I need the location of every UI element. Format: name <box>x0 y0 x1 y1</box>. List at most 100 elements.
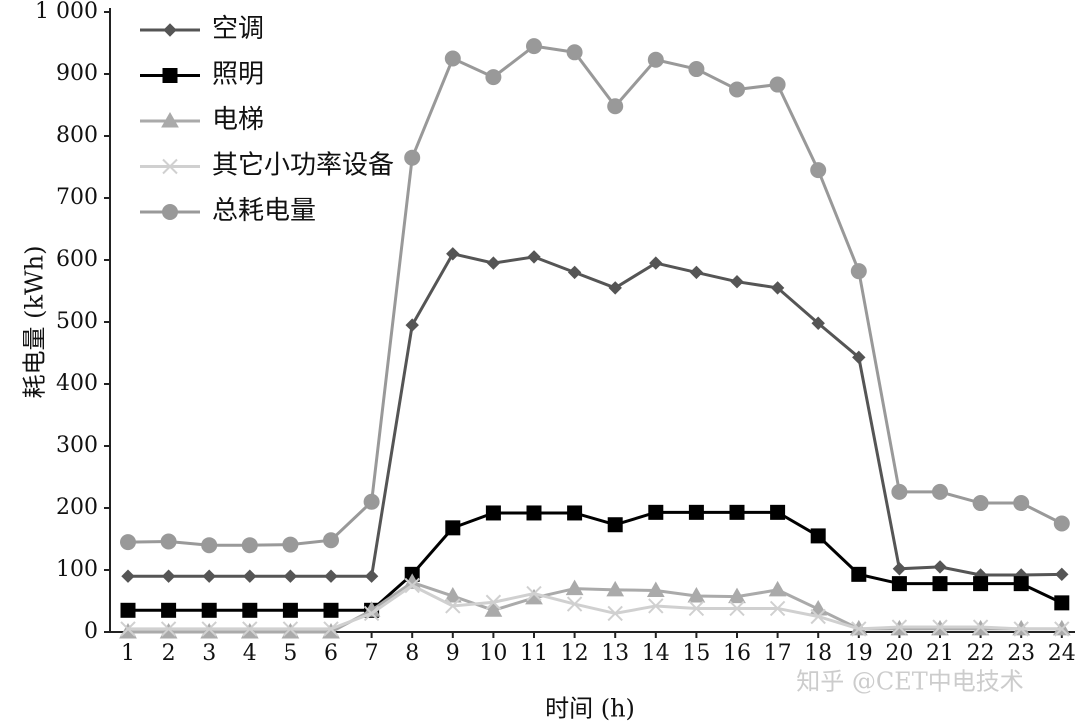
legend-marker <box>162 68 178 83</box>
point-marker <box>364 569 379 583</box>
point-marker <box>648 504 664 520</box>
x-tick-label: 7 <box>365 641 379 666</box>
point-marker <box>160 533 177 550</box>
point-marker <box>932 576 948 592</box>
point-marker <box>607 98 624 115</box>
point-marker <box>1013 576 1029 592</box>
point-marker <box>810 608 826 625</box>
point-marker <box>973 576 989 592</box>
point-marker <box>201 602 217 618</box>
point-marker <box>160 621 177 637</box>
point-marker <box>201 621 217 637</box>
point-marker <box>526 38 542 55</box>
point-marker <box>1055 567 1069 582</box>
y-tick-label: 100 <box>56 557 98 582</box>
point-marker <box>565 579 584 596</box>
x-axis-label: 时间 (h) <box>545 695 635 723</box>
series-line <box>128 580 1062 634</box>
point-marker <box>1013 495 1030 512</box>
point-marker <box>649 256 663 270</box>
point-marker <box>850 263 867 280</box>
point-marker <box>688 504 704 520</box>
point-marker <box>527 250 541 264</box>
point-marker <box>932 483 948 500</box>
point-marker <box>687 587 706 603</box>
point-marker <box>851 621 867 637</box>
point-marker <box>404 149 421 166</box>
point-marker <box>201 537 218 554</box>
point-marker <box>646 581 665 597</box>
y-tick-label: 1 000 <box>35 0 98 24</box>
y-tick-label: 200 <box>56 495 98 520</box>
point-marker <box>240 622 259 639</box>
point-marker <box>404 577 420 594</box>
point-marker <box>768 580 787 597</box>
point-marker <box>567 505 583 521</box>
point-marker <box>688 600 705 617</box>
point-marker <box>811 316 825 330</box>
watermark: 知乎 @CET中电技术 <box>796 668 1024 696</box>
legend-label: 总耗电量 <box>212 196 316 226</box>
x-tick-label: 6 <box>324 641 338 666</box>
x-tick-label: 14 <box>642 641 670 666</box>
x-tick-label: 15 <box>682 641 710 666</box>
legend-label: 照明 <box>212 60 264 90</box>
x-tick-label: 13 <box>601 641 629 666</box>
y-tick-label: 500 <box>56 309 98 334</box>
point-marker <box>120 621 136 637</box>
x-tick-label: 20 <box>885 641 913 666</box>
point-marker <box>363 493 380 510</box>
point-marker <box>323 532 339 549</box>
point-marker <box>121 569 135 583</box>
point-marker <box>851 566 867 582</box>
x-tick-label: 16 <box>723 641 751 666</box>
x-tick-label: 18 <box>804 641 832 666</box>
point-marker <box>891 619 908 635</box>
x-tick-label: 8 <box>405 641 419 666</box>
point-marker <box>161 569 176 583</box>
point-marker <box>1013 621 1029 637</box>
point-marker <box>566 596 583 612</box>
point-marker <box>200 622 219 639</box>
legend-marker <box>161 111 179 128</box>
point-marker <box>689 265 704 280</box>
x-tick-label: 22 <box>967 641 995 666</box>
point-marker <box>769 600 786 617</box>
point-marker <box>891 483 908 500</box>
legend-marker <box>162 158 178 175</box>
legend-label: 其它小功率设备 <box>212 151 394 181</box>
point-marker <box>485 69 502 86</box>
point-marker <box>282 602 298 618</box>
x-tick-label: 1 <box>121 641 135 666</box>
point-marker <box>729 81 745 98</box>
series-line <box>128 583 1062 631</box>
legend-marker <box>163 23 177 37</box>
point-marker <box>526 505 542 521</box>
point-marker <box>972 619 989 635</box>
point-marker <box>728 587 746 604</box>
point-marker <box>566 44 583 61</box>
point-marker <box>485 594 502 610</box>
x-tick-label: 5 <box>283 641 297 666</box>
y-axis-label: 耗电量 (kWh) <box>21 245 49 398</box>
point-marker <box>484 601 503 617</box>
x-tick-label: 24 <box>1048 641 1076 666</box>
x-tick-label: 11 <box>520 641 548 666</box>
point-marker <box>283 569 298 583</box>
point-marker <box>730 274 744 289</box>
point-marker <box>769 76 786 93</box>
series-line <box>127 44 1063 547</box>
point-marker <box>242 602 258 618</box>
x-tick-label: 2 <box>162 641 176 666</box>
point-marker <box>606 580 625 597</box>
point-marker <box>322 622 340 639</box>
legend-label: 空调 <box>212 14 264 44</box>
y-tick-label: 800 <box>56 123 98 148</box>
point-marker <box>608 281 622 295</box>
point-marker <box>810 162 827 179</box>
point-marker <box>1054 621 1070 637</box>
point-marker <box>241 537 258 554</box>
point-marker <box>282 621 299 637</box>
y-tick-label: 600 <box>56 247 98 272</box>
point-marker <box>119 622 137 639</box>
